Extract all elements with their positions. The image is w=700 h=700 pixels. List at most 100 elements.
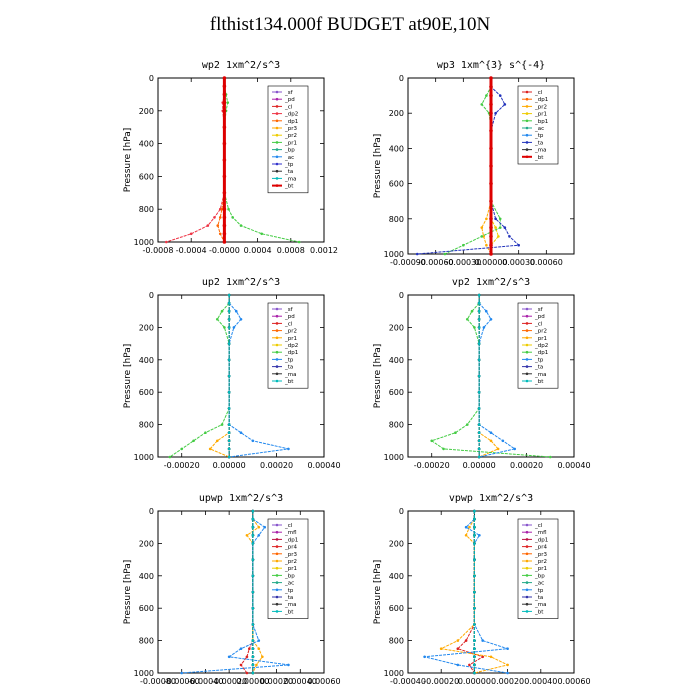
data-point [477,318,481,321]
data-point [227,423,231,426]
data-point [454,431,457,435]
data-point [245,655,249,659]
data-point [251,517,255,521]
data-point [503,103,507,106]
y-tick-label: 800 [389,421,404,430]
legend-entry: _pr1 [284,566,297,572]
data-point [227,293,231,297]
legend-entry: _dp1 [534,350,548,356]
legend-entry: _pd [534,314,545,320]
legend-marker [525,559,529,563]
series-line [478,295,499,458]
data-point [489,225,493,230]
legend-entry: _ta [534,365,543,371]
data-point [477,301,481,305]
data-point [489,431,493,435]
data-point [222,191,227,195]
y-axis-label: Pressure [hPa] [123,128,133,193]
legend-marker [275,133,279,137]
legend-entry: _dp1 [534,537,548,543]
data-point [489,164,493,168]
legend-entry: _mfl [534,530,547,536]
data-point [489,93,493,98]
plot-frame [407,294,575,458]
series-line [169,295,230,458]
data-point [257,534,261,537]
y-tick-label: 200 [139,323,154,332]
y-tick-label: 400 [139,356,154,365]
x-tick-label: 0.00040 [524,677,557,686]
legend-entry: _pr4 [534,545,548,551]
data-point [239,663,243,667]
data-point [489,655,493,659]
legend-entry: _ta [284,595,293,601]
data-point [473,525,476,529]
x-tick-label: -0.00060 [418,258,454,267]
data-point [245,671,249,675]
data-point [220,423,224,426]
y-axis-label: Pressure [hPa] [373,344,383,409]
y-tick-label: 200 [389,109,404,118]
data-point [227,374,231,378]
legend-entry: _cl [284,523,293,529]
data-point [494,217,497,221]
data-point [497,235,500,238]
data-point [477,358,481,362]
data-point [226,101,230,104]
legend-entry: _pr4 [284,545,298,551]
data-point [485,94,488,97]
data-point [473,517,476,521]
legend-marker [525,566,529,570]
legend-marker [525,365,529,368]
legend-marker [525,105,529,108]
data-point [465,423,469,426]
legend-entry: _dp1 [534,97,548,103]
x-tick-label: 0.00000 [463,461,496,470]
data-point [473,590,476,594]
legend-entry: _dp2 [284,343,298,349]
data-point [222,141,227,146]
panel-title: vp2 1xm^2/s^3 [452,277,530,288]
data-point [239,431,243,435]
data-point [501,439,505,443]
x-tick-label: -0.0004 [176,246,207,255]
x-tick-label: 0.00020 [510,461,543,470]
legend-marker [275,610,279,613]
legend-marker [525,574,529,577]
y-axis-label: Pressure [hPa] [123,560,133,625]
legend-entry: _pr1 [534,336,547,342]
y-tick-label: 0 [149,291,154,300]
y-tick-label: 1000 [134,669,154,678]
legend-marker [525,329,529,332]
data-point [489,217,493,221]
x-tick-label: 0.00030 [502,258,535,267]
legend-entry: _pr1 [284,140,297,146]
data-point [498,226,502,229]
y-tick-label: 0 [399,507,404,516]
legend-marker [275,90,279,94]
legend-entry: _ma [534,148,546,154]
legend-entry: _ma [284,176,296,182]
legend-box [267,518,309,619]
legend-entry: _ma [534,372,546,378]
data-point [477,439,481,443]
data-point [222,100,227,105]
data-point [248,647,251,650]
legend-marker [525,588,529,592]
data-point [480,103,484,106]
legend-entry: _ma [284,372,296,378]
data-point [456,663,460,667]
legend-entry: _bt [284,609,294,615]
legend-entry: _pd [284,314,295,320]
x-tick-label: -0.0000 [209,246,240,255]
legend-marker [275,155,279,159]
y-tick-label: 600 [139,604,154,613]
legend-entry: _cl [284,104,293,110]
x-tick-label: 0.00000 [474,258,507,267]
legend-marker [275,581,279,584]
y-tick-label: 800 [139,637,154,646]
data-point [234,309,238,313]
data-point [231,216,234,219]
y-tick-label: 200 [389,323,404,332]
legend-marker [275,602,279,606]
